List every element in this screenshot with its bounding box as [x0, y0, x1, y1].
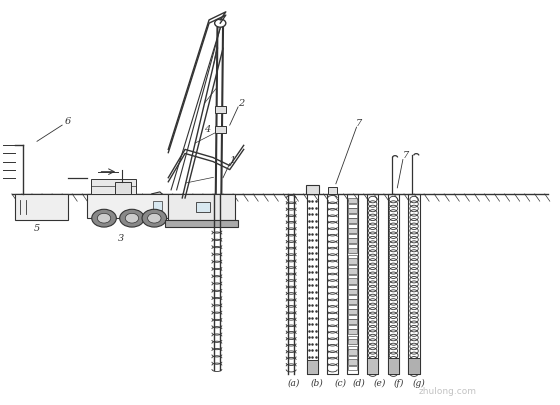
Text: 3: 3 [118, 234, 124, 243]
Bar [214, 107, 226, 114]
Bar [115, 182, 131, 194]
Bar [388, 194, 399, 374]
Bar [91, 179, 136, 194]
Bar [15, 194, 68, 221]
Bar [348, 319, 357, 324]
Bar [348, 295, 357, 299]
Bar [348, 326, 357, 330]
Text: (b): (b) [310, 377, 323, 387]
Bar [348, 208, 357, 213]
Bar [348, 215, 357, 219]
Text: (g): (g) [412, 377, 425, 387]
Bar [348, 309, 357, 314]
Text: 7: 7 [403, 151, 409, 160]
Text: zhulong.com: zhulong.com [418, 386, 477, 394]
Text: (d): (d) [353, 377, 366, 387]
Bar [348, 329, 357, 335]
Bar [347, 194, 358, 374]
Bar [348, 305, 357, 309]
Bar [196, 202, 210, 213]
Bar [348, 228, 357, 234]
Bar [348, 225, 357, 229]
Text: (e): (e) [374, 377, 386, 387]
Bar [348, 289, 357, 294]
Text: 6: 6 [64, 117, 71, 126]
Bar [348, 205, 357, 209]
Bar [348, 218, 357, 224]
Bar [153, 202, 162, 211]
Text: 2: 2 [238, 99, 244, 108]
Bar [367, 358, 379, 374]
Bar [348, 360, 357, 365]
Bar [408, 358, 419, 374]
Bar [166, 221, 238, 228]
Bar [348, 350, 357, 355]
Bar [87, 194, 168, 219]
Bar [348, 255, 357, 259]
Bar [367, 194, 379, 374]
Bar [214, 127, 226, 134]
Circle shape [148, 214, 161, 224]
Bar [348, 366, 357, 370]
Bar [348, 249, 357, 254]
Text: (f): (f) [393, 377, 404, 387]
Text: 4: 4 [204, 125, 211, 134]
Bar [348, 198, 357, 203]
Bar [306, 185, 319, 194]
Bar [328, 187, 337, 194]
Bar [348, 279, 357, 284]
Bar [348, 245, 357, 249]
Bar [348, 259, 357, 264]
Bar [408, 194, 419, 374]
Bar [168, 194, 235, 221]
Bar [348, 339, 357, 345]
Bar [348, 285, 357, 289]
Polygon shape [152, 192, 168, 219]
Text: 1: 1 [230, 155, 236, 164]
Bar [348, 239, 357, 244]
Bar [348, 299, 357, 304]
Bar [327, 194, 338, 374]
Bar [348, 356, 357, 360]
Bar [348, 275, 357, 279]
Bar [388, 358, 399, 374]
Bar [348, 315, 357, 320]
Bar [307, 360, 318, 374]
Bar [348, 346, 357, 350]
Circle shape [120, 210, 144, 228]
Text: 5: 5 [34, 224, 40, 233]
Text: (c): (c) [334, 377, 346, 387]
Circle shape [92, 210, 116, 228]
Text: 7: 7 [356, 119, 362, 128]
Bar [348, 269, 357, 274]
Circle shape [125, 214, 139, 224]
Text: (a): (a) [288, 377, 300, 387]
Bar [348, 265, 357, 269]
Bar [348, 235, 357, 239]
Circle shape [97, 214, 111, 224]
Bar [307, 194, 318, 374]
Circle shape [142, 210, 167, 228]
Bar [348, 336, 357, 340]
